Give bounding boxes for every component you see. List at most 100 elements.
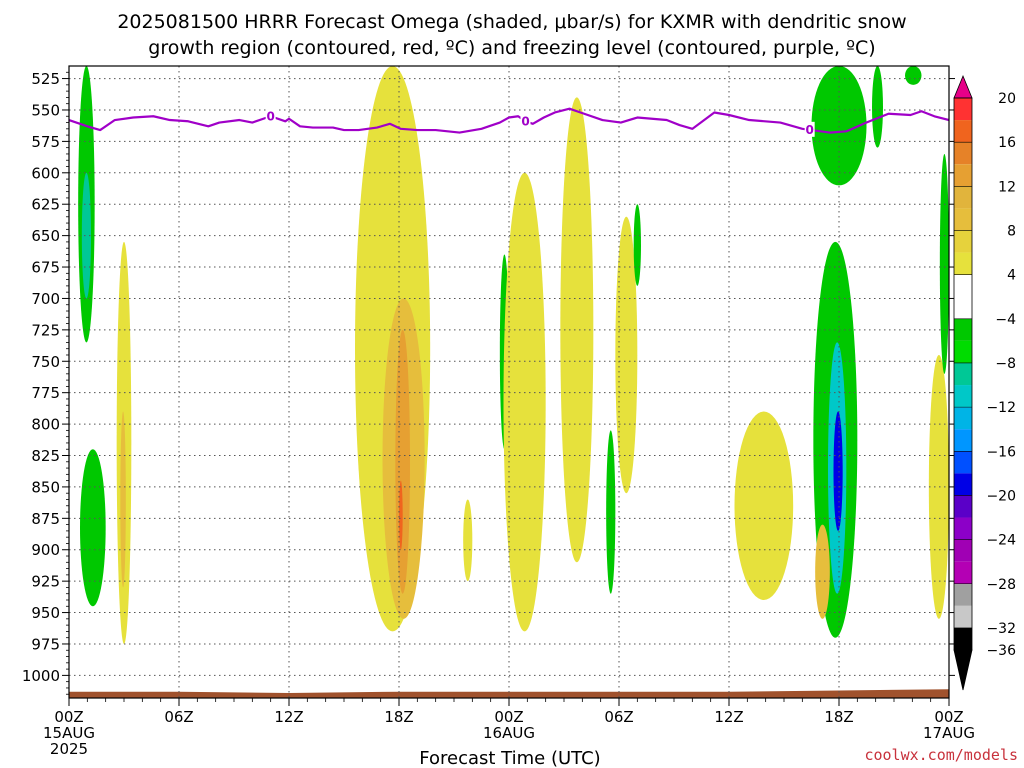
- x-tick-label: 18Z: [824, 708, 853, 726]
- source-credit: coolwx.com/models: [864, 746, 1018, 764]
- omega-rising-area: [872, 66, 883, 148]
- y-tick-label: 950: [31, 604, 60, 622]
- colorbar-bottom-triangle: [953, 649, 973, 691]
- colorbar-segment: [954, 120, 972, 143]
- x-tick-date: 17AUG: [923, 724, 975, 742]
- y-tick-label: 550: [31, 101, 60, 119]
- omega-sinking-area: [615, 216, 638, 494]
- colorbar-label: −36: [986, 643, 1016, 659]
- omega-rising-area: [80, 449, 106, 607]
- omega-sinking-area: [734, 411, 794, 600]
- colorbar-segment: [954, 627, 972, 650]
- colorbar-label: 12: [998, 179, 1016, 195]
- omega-sinking-area: [399, 480, 403, 550]
- y-tick-label: 625: [31, 196, 60, 214]
- x-tick-date: 15AUG: [43, 724, 95, 742]
- colorbar-segment: [954, 340, 972, 363]
- freezing-label-bg: [804, 121, 815, 137]
- freezing-label-bg: [265, 108, 276, 124]
- y-tick-label: 825: [31, 447, 60, 465]
- x-tick-label: 12Z: [714, 708, 743, 726]
- colorbar-segment: [954, 142, 972, 165]
- y-tick-label: 600: [31, 164, 60, 182]
- colorbar-segment: [954, 583, 972, 606]
- colorbar-segment: [954, 296, 972, 319]
- colorbar-segment: [954, 186, 972, 209]
- x-tick-label: 12Z: [274, 708, 303, 726]
- freezing-level-label: 0: [521, 114, 529, 128]
- omega-rising-area: [633, 204, 641, 286]
- x-tick-label: 18Z: [384, 708, 413, 726]
- y-tick-label: 700: [31, 290, 60, 308]
- colorbar-segment: [954, 473, 972, 496]
- terrain-layer: [69, 689, 949, 698]
- omega-sinking-area: [463, 499, 473, 582]
- colorbar-segment: [954, 362, 972, 386]
- freezing-level-contour: 0 0 0: [69, 107, 949, 137]
- freezing-level-label: 0: [266, 109, 274, 123]
- x-tick-label: 00Z: [54, 708, 83, 726]
- x-tick-year: 2025: [50, 740, 88, 758]
- x-tick-date: 16AUG: [483, 724, 535, 742]
- omega-shading: [78, 66, 949, 644]
- y-tick-label: 850: [31, 478, 60, 496]
- colorbar-label: −12: [986, 400, 1016, 416]
- colorbar-label: −4: [995, 312, 1016, 328]
- colorbar-label: 20: [998, 91, 1016, 107]
- freezing-level-label: 0: [805, 123, 813, 137]
- y-tick-label: 875: [31, 510, 60, 528]
- y-tick-label: 975: [31, 635, 60, 653]
- y-tick-label: 650: [31, 227, 60, 245]
- colorbar-label: −24: [986, 533, 1016, 549]
- omega-sinking-area: [928, 355, 949, 619]
- omega-rising-area: [905, 66, 922, 85]
- omega-sinking-area: [503, 172, 546, 632]
- freezing-level-line: [69, 107, 949, 134]
- colorbar-label: 4: [1007, 268, 1016, 284]
- colorbar-label: 8: [1007, 223, 1016, 239]
- colorbar-label: −8: [995, 356, 1016, 372]
- colorbar-segment: [954, 495, 972, 518]
- colorbar-label: −20: [986, 488, 1016, 504]
- colorbar: 20 16 12 8 4 −4 −8 −12 −16 −20 −24 −28 −32 −36: [953, 74, 1016, 691]
- x-tick-label: 00Z: [494, 708, 523, 726]
- x-tick-label: 06Z: [164, 708, 193, 726]
- x-tick-label: 06Z: [604, 708, 633, 726]
- colorbar-segment: [954, 605, 972, 628]
- colorbar-segment: [954, 252, 972, 275]
- colorbar-segment: [954, 429, 972, 452]
- colorbar-top-triangle: [953, 74, 973, 99]
- colorbar-segment: [954, 385, 972, 408]
- y-tick-label: 775: [31, 384, 60, 402]
- x-tick-label: 00Z: [934, 708, 963, 726]
- omega-sinking-area: [395, 329, 410, 594]
- colorbar-label: −28: [986, 577, 1016, 593]
- y-tick-label: 925: [31, 573, 60, 591]
- colorbar-label: −32: [986, 621, 1016, 637]
- colorbar-segment: [954, 517, 972, 540]
- colorbar-segment: [954, 98, 972, 121]
- omega-sinking-area: [815, 524, 830, 619]
- omega-rising-area: [833, 411, 843, 531]
- colorbar-segment: [954, 274, 972, 297]
- y-tick-label: 800: [31, 416, 60, 434]
- colorbar-segment: [954, 451, 972, 474]
- y-tick-label: 750: [31, 353, 60, 371]
- plot-area: 0 0 0: [68, 65, 950, 699]
- colorbar-segment: [954, 407, 972, 430]
- colorbar-segment: [954, 164, 972, 187]
- y-tick-label: 1000: [22, 667, 60, 685]
- omega-sinking-area: [560, 97, 594, 563]
- colorbar-segment: [954, 318, 972, 341]
- chart-title-line-2: growth region (contoured, red, ºC) and f…: [148, 37, 875, 59]
- omega-sinking-area: [120, 411, 126, 588]
- y-tick-label: 525: [31, 70, 60, 88]
- omega-rising-area: [811, 66, 867, 186]
- colorbar-label: 16: [998, 135, 1016, 151]
- grid-lines: [69, 66, 949, 698]
- y-tick-label: 675: [31, 259, 60, 277]
- omega-rising-area: [606, 430, 616, 594]
- colorbar-segment: [954, 561, 972, 584]
